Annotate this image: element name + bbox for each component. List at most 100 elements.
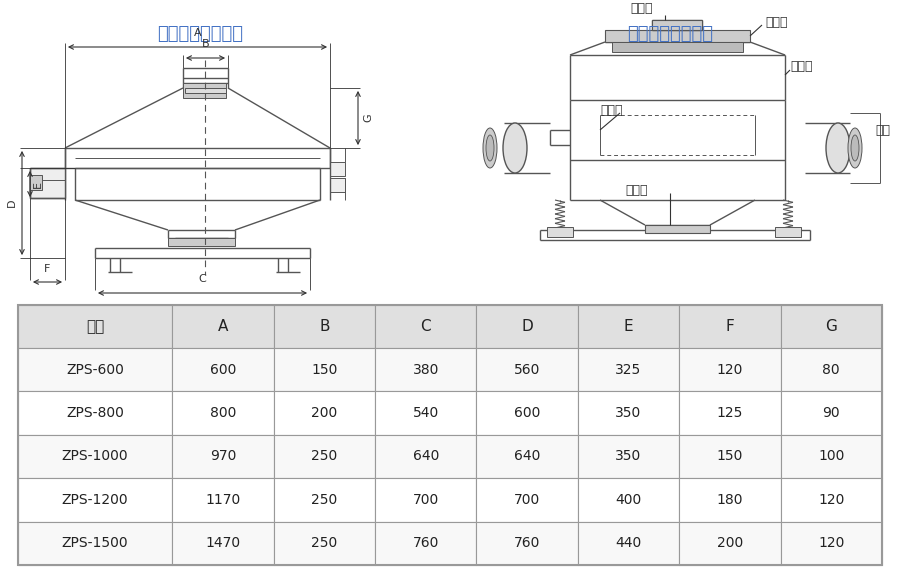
- Bar: [375, 478, 476, 522]
- Text: ZPS-1000: ZPS-1000: [62, 450, 129, 463]
- Text: ZPS-1500: ZPS-1500: [62, 536, 129, 550]
- Text: 直排筛外形结构图: 直排筛外形结构图: [627, 25, 713, 43]
- Text: C: C: [199, 274, 206, 284]
- Text: 400: 400: [616, 493, 642, 507]
- Bar: [605, 30, 750, 42]
- Text: 325: 325: [616, 363, 642, 377]
- Bar: [172, 305, 274, 348]
- Text: ZPS-1200: ZPS-1200: [62, 493, 129, 507]
- Text: 700: 700: [514, 493, 540, 507]
- Bar: [185, 88, 226, 93]
- Bar: [547, 227, 573, 237]
- Bar: [172, 522, 274, 565]
- Text: F: F: [44, 264, 50, 274]
- Bar: [476, 435, 578, 478]
- Bar: [18, 305, 882, 565]
- Bar: [652, 20, 702, 30]
- Bar: [274, 435, 375, 478]
- Text: 防尘盖: 防尘盖: [765, 15, 788, 28]
- Text: G: G: [363, 113, 373, 123]
- Bar: [780, 392, 882, 435]
- Text: D: D: [7, 199, 17, 207]
- Text: 700: 700: [412, 493, 439, 507]
- Text: B: B: [202, 39, 210, 49]
- Bar: [680, 435, 780, 478]
- Bar: [18, 522, 172, 565]
- Text: 440: 440: [616, 536, 642, 550]
- Ellipse shape: [486, 135, 494, 161]
- Text: 200: 200: [311, 406, 338, 420]
- Bar: [375, 305, 476, 348]
- Bar: [330, 178, 345, 192]
- Text: 600: 600: [210, 363, 236, 377]
- Bar: [680, 305, 780, 348]
- Text: 350: 350: [616, 450, 642, 463]
- Bar: [375, 392, 476, 435]
- Bar: [476, 478, 578, 522]
- Text: 1470: 1470: [205, 536, 240, 550]
- Bar: [578, 478, 680, 522]
- Text: 120: 120: [818, 536, 844, 550]
- Bar: [18, 348, 172, 392]
- Bar: [172, 348, 274, 392]
- Bar: [172, 478, 274, 522]
- Bar: [18, 305, 172, 348]
- Text: 150: 150: [311, 363, 338, 377]
- Bar: [274, 522, 375, 565]
- Bar: [274, 348, 375, 392]
- Text: 1170: 1170: [205, 493, 240, 507]
- Bar: [375, 522, 476, 565]
- Text: B: B: [320, 319, 329, 334]
- Bar: [780, 435, 882, 478]
- Bar: [18, 392, 172, 435]
- Text: 180: 180: [716, 493, 743, 507]
- Bar: [18, 435, 172, 478]
- Bar: [578, 392, 680, 435]
- Text: 250: 250: [311, 493, 338, 507]
- Text: 640: 640: [412, 450, 439, 463]
- Bar: [578, 522, 680, 565]
- Text: 800: 800: [210, 406, 236, 420]
- Text: 970: 970: [210, 450, 236, 463]
- Text: ZPS-600: ZPS-600: [67, 363, 124, 377]
- Bar: [612, 42, 743, 52]
- Bar: [680, 348, 780, 392]
- Text: 80: 80: [823, 363, 840, 377]
- Text: A: A: [218, 319, 229, 334]
- Bar: [775, 227, 801, 237]
- Bar: [330, 162, 345, 176]
- Text: 120: 120: [716, 363, 743, 377]
- Text: G: G: [825, 319, 837, 334]
- Bar: [274, 305, 375, 348]
- Bar: [30, 168, 65, 198]
- Text: 600: 600: [514, 406, 540, 420]
- Text: 出料口: 出料口: [625, 184, 647, 197]
- Bar: [780, 478, 882, 522]
- Bar: [183, 83, 226, 98]
- Bar: [476, 348, 578, 392]
- Text: A: A: [194, 28, 202, 38]
- Text: 250: 250: [311, 450, 338, 463]
- Text: 350: 350: [616, 406, 642, 420]
- Text: ZPS-800: ZPS-800: [67, 406, 124, 420]
- Text: 排杂口: 排杂口: [600, 104, 623, 116]
- Bar: [645, 225, 710, 233]
- Text: 125: 125: [716, 406, 743, 420]
- Text: F: F: [725, 319, 734, 334]
- Text: E: E: [33, 181, 43, 188]
- Bar: [274, 478, 375, 522]
- Text: 90: 90: [823, 406, 840, 420]
- Bar: [18, 478, 172, 522]
- Text: 120: 120: [818, 493, 844, 507]
- Text: 560: 560: [514, 363, 540, 377]
- Bar: [476, 305, 578, 348]
- Ellipse shape: [503, 123, 527, 173]
- Bar: [680, 392, 780, 435]
- Bar: [375, 435, 476, 478]
- Text: 250: 250: [311, 536, 338, 550]
- Text: 直排筛外形尺寸图: 直排筛外形尺寸图: [157, 25, 243, 43]
- Text: 540: 540: [412, 406, 439, 420]
- Bar: [578, 435, 680, 478]
- Text: C: C: [420, 319, 431, 334]
- Text: 进料口: 进料口: [631, 2, 653, 14]
